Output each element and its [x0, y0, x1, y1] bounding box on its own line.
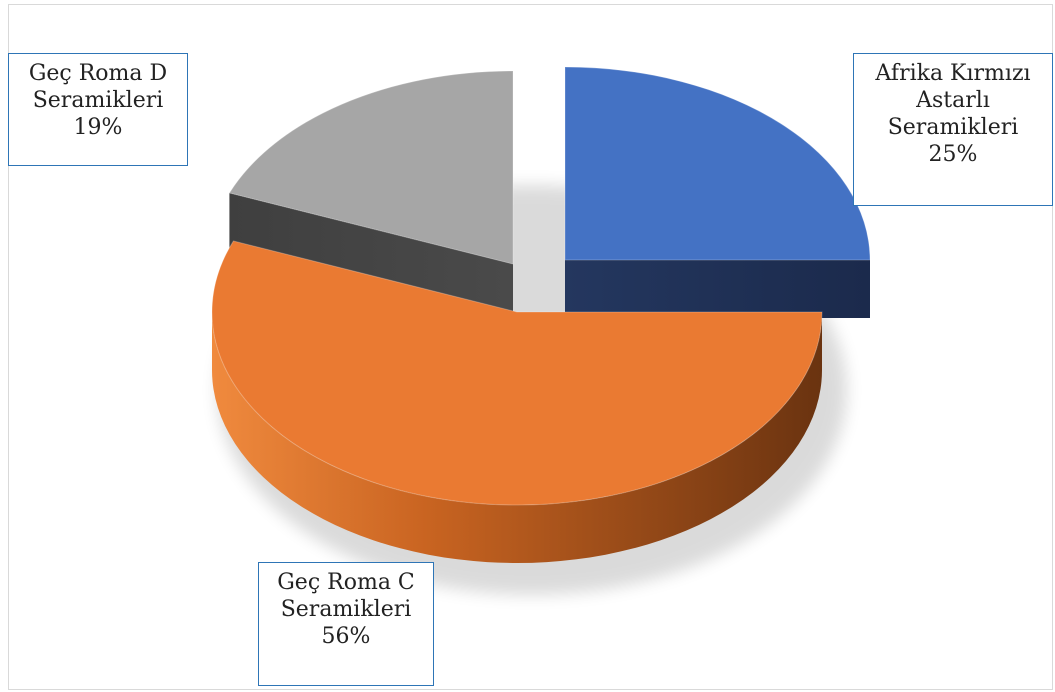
pie-slice-cut-face [565, 260, 870, 318]
slice-label-gec-roma-d: Geç Roma D Seramikleri 19% [8, 53, 188, 166]
pie-slice-side-wall [212, 312, 822, 563]
slice-percent-label: 56% [321, 624, 371, 649]
pie-slice-cut-face [229, 192, 514, 322]
slice-label-line: Seramikleri [32, 88, 164, 113]
slice-percent-label: 25% [928, 142, 978, 167]
pie-slice-top [564, 66, 871, 261]
slice-label-line: Astarlı [916, 88, 990, 113]
slice-label-line: Seramikleri [887, 115, 1019, 140]
slice-label-line: Geç Roma D [28, 61, 168, 86]
slice-label-line: Geç Roma C [277, 570, 415, 595]
slice-label-afrika: Afrika Kırmızı Astarlı Seramikleri 25% [853, 53, 1053, 206]
slice-label-gec-roma-c: Geç Roma C Seramikleri 56% [258, 562, 434, 686]
pie-slice-gec-roma-d [228, 70, 514, 322]
pie-slice-top [211, 240, 823, 506]
pie-slice-top [228, 70, 514, 265]
slice-label-line: Seramikleri [280, 597, 412, 622]
slice-percent-label: 19% [73, 115, 123, 140]
slice-label-line: Afrika Kırmızı [875, 61, 1031, 86]
pie-slice-afrika [564, 66, 871, 318]
chart-area [8, 4, 1053, 690]
pie-slice-gec-roma-c [211, 240, 823, 563]
